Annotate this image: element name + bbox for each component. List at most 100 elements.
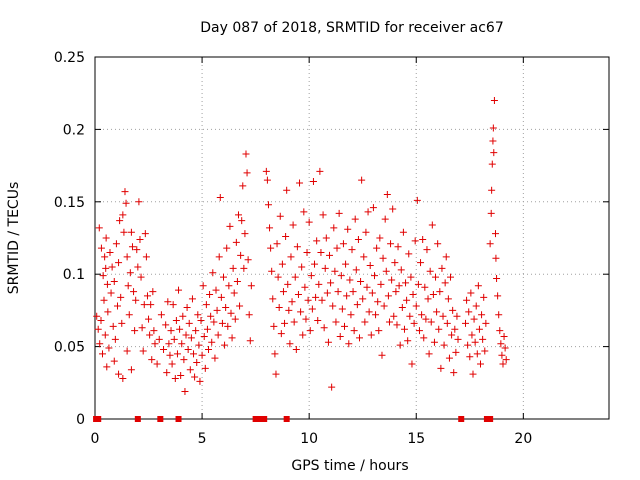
- data-point: [102, 264, 110, 272]
- data-point: [499, 360, 507, 368]
- data-point: [322, 234, 330, 242]
- zero-data-point: [175, 416, 182, 422]
- data-point: [428, 221, 436, 229]
- data-point: [165, 340, 173, 348]
- data-point: [334, 288, 342, 296]
- data-point: [182, 331, 190, 339]
- data-point: [191, 373, 199, 381]
- data-point: [168, 360, 176, 368]
- data-point: [331, 267, 339, 275]
- data-point: [370, 272, 378, 280]
- data-point: [305, 218, 313, 226]
- data-point: [110, 277, 118, 285]
- data-point: [438, 264, 446, 272]
- data-point: [115, 259, 123, 267]
- data-point: [501, 344, 509, 352]
- data-point: [335, 209, 343, 217]
- data-point: [491, 230, 499, 238]
- data-point: [245, 311, 253, 319]
- data-point: [443, 319, 451, 327]
- y-tick-label: 0.1: [63, 267, 85, 283]
- data-point: [141, 230, 149, 238]
- data-point: [495, 311, 503, 319]
- data-point: [233, 277, 241, 285]
- data-point: [214, 331, 222, 339]
- data-point: [486, 240, 494, 248]
- data-point: [97, 317, 105, 325]
- data-point: [411, 237, 419, 245]
- data-point: [193, 359, 201, 367]
- x-tick-label: 15: [407, 431, 425, 447]
- data-point: [430, 338, 438, 346]
- data-point: [421, 283, 429, 291]
- data-point: [125, 311, 133, 319]
- data-point: [150, 327, 158, 335]
- data-point: [445, 354, 453, 362]
- data-point: [276, 212, 284, 220]
- data-point: [231, 315, 239, 323]
- data-point: [288, 298, 296, 306]
- data-point: [478, 311, 486, 319]
- data-point: [494, 292, 502, 300]
- data-point: [112, 240, 120, 248]
- data-point: [119, 211, 127, 219]
- data-point: [292, 345, 300, 353]
- data-point: [318, 296, 326, 304]
- data-point: [320, 324, 328, 332]
- data-point: [471, 338, 479, 346]
- data-point: [368, 289, 376, 297]
- data-point: [118, 319, 126, 327]
- data-point: [396, 341, 404, 349]
- data-point: [394, 243, 402, 251]
- data-point: [123, 347, 131, 355]
- data-point: [197, 317, 205, 325]
- data-point: [302, 315, 310, 323]
- data-point: [172, 317, 180, 325]
- zero-data-point: [157, 416, 164, 422]
- data-point: [142, 253, 150, 261]
- x-tick-label: 20: [514, 431, 532, 447]
- data-point: [100, 296, 108, 304]
- data-point: [297, 308, 305, 316]
- data-point: [147, 301, 155, 309]
- data-point: [482, 319, 490, 327]
- data-point: [412, 302, 420, 310]
- x-tick-label: 0: [91, 431, 100, 447]
- data-point: [374, 298, 382, 306]
- data-point: [128, 243, 136, 251]
- data-point: [423, 246, 431, 254]
- data-point: [323, 289, 331, 297]
- data-point: [373, 244, 381, 252]
- data-point: [464, 341, 472, 349]
- data-point: [226, 222, 234, 230]
- data-point: [447, 273, 455, 281]
- data-point: [283, 186, 291, 194]
- data-point: [157, 311, 165, 319]
- data-point: [180, 356, 188, 364]
- data-point: [365, 308, 373, 316]
- data-point: [442, 253, 450, 261]
- data-point: [417, 259, 425, 267]
- data-point: [279, 288, 287, 296]
- axis-ticks: 0 0.05 0.1 0.15 0.2 0.25 0 5 10 15 20: [54, 50, 609, 447]
- x-tick-label: 5: [198, 431, 207, 447]
- data-point: [286, 340, 294, 348]
- data-point: [419, 235, 427, 243]
- data-point: [99, 272, 107, 280]
- data-point: [349, 288, 357, 296]
- data-point: [215, 253, 223, 261]
- data-point: [277, 330, 285, 338]
- data-point: [408, 360, 416, 368]
- data-point: [185, 319, 193, 327]
- data-point: [163, 369, 171, 377]
- data-point: [296, 179, 304, 187]
- data-point: [132, 296, 140, 304]
- data-point: [177, 372, 185, 380]
- data-point: [266, 224, 274, 232]
- data-point: [350, 327, 358, 335]
- data-point: [229, 264, 237, 272]
- data-point: [115, 370, 123, 378]
- data-point: [448, 331, 456, 339]
- grid-lines: [95, 57, 609, 419]
- data-point: [352, 266, 360, 274]
